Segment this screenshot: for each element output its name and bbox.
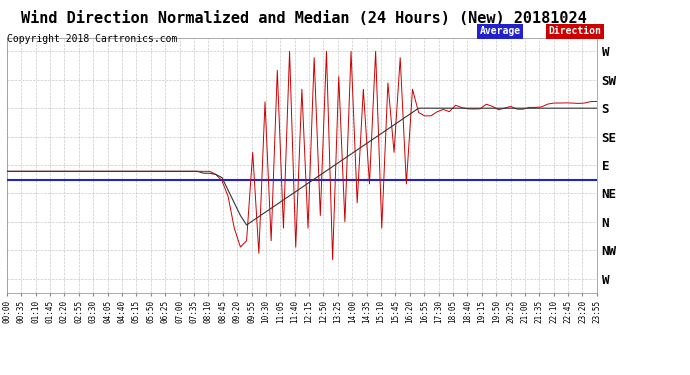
Text: Average: Average xyxy=(480,26,521,36)
Text: Copyright 2018 Cartronics.com: Copyright 2018 Cartronics.com xyxy=(7,34,177,44)
Text: Wind Direction Normalized and Median (24 Hours) (New) 20181024: Wind Direction Normalized and Median (24… xyxy=(21,11,586,26)
Text: Direction: Direction xyxy=(549,26,602,36)
